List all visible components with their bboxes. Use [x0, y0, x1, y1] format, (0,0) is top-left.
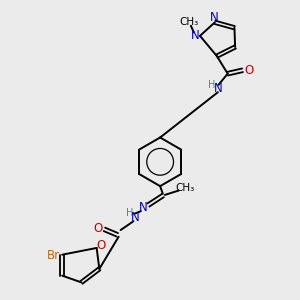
Text: N: N [210, 11, 218, 24]
Text: Br: Br [47, 249, 60, 262]
Text: O: O [244, 64, 253, 77]
Text: N: N [191, 29, 200, 42]
Text: O: O [94, 221, 103, 235]
Text: H: H [208, 80, 215, 90]
Text: N: N [214, 82, 222, 95]
Text: N: N [131, 212, 140, 224]
Text: CH₃: CH₃ [180, 17, 199, 27]
Text: CH₃: CH₃ [176, 183, 195, 193]
Text: H: H [126, 208, 134, 218]
Text: O: O [97, 239, 106, 252]
Text: N: N [139, 201, 148, 214]
